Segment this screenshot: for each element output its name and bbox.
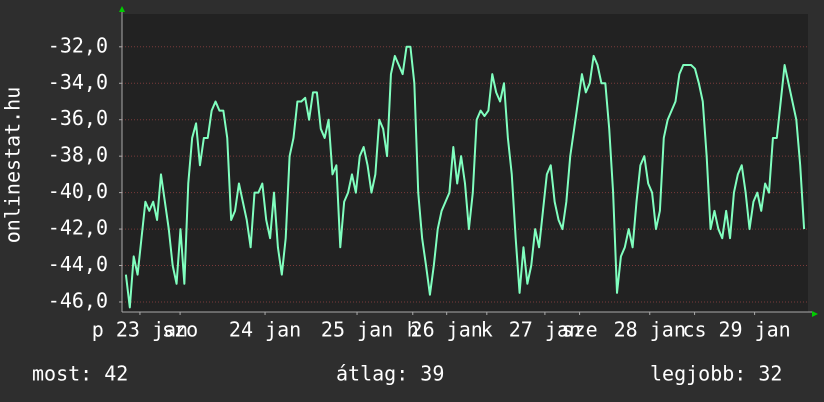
y-tick-label: -46,0 [48, 288, 108, 312]
x-tick-label: cs [683, 318, 707, 342]
y-tick-label: -32,0 [48, 33, 108, 57]
marks [124, 45, 806, 309]
x-tick-label: sze [562, 318, 598, 342]
x-tick-label: h [407, 318, 419, 342]
y-axis-arrow [119, 6, 125, 12]
x-tick-label: 24 jan [229, 318, 301, 342]
data-line [124, 45, 806, 309]
x-tick-label: 28 jan [614, 318, 686, 342]
x-tick-label: p 23 jan [92, 318, 188, 342]
plot-area [122, 14, 808, 312]
stat-best: legjobb: 32 [650, 362, 782, 386]
x-tick-label: 29 jan [718, 318, 790, 342]
y-tick-label: -36,0 [48, 106, 108, 130]
y-tick-label: -38,0 [48, 143, 108, 167]
x-tick-label: 25 jan [321, 318, 393, 342]
stat-average: átlag: 39 [336, 362, 444, 386]
x-tick-label: szo [162, 318, 198, 342]
x-axis-arrow [812, 311, 818, 317]
x-tick-label: 26 jan [411, 318, 483, 342]
y-tick-label: -34,0 [48, 70, 108, 94]
y-tick-label: -44,0 [48, 252, 108, 276]
stat-current: most: 42 [32, 362, 128, 386]
x-tick-label: 27 jan [509, 318, 581, 342]
y-tick-label: -42,0 [48, 216, 108, 240]
y-tick-label: -40,0 [48, 179, 108, 203]
y-axis-label: onlinestat.hu [1, 87, 25, 244]
x-tick-label: k [481, 318, 493, 342]
